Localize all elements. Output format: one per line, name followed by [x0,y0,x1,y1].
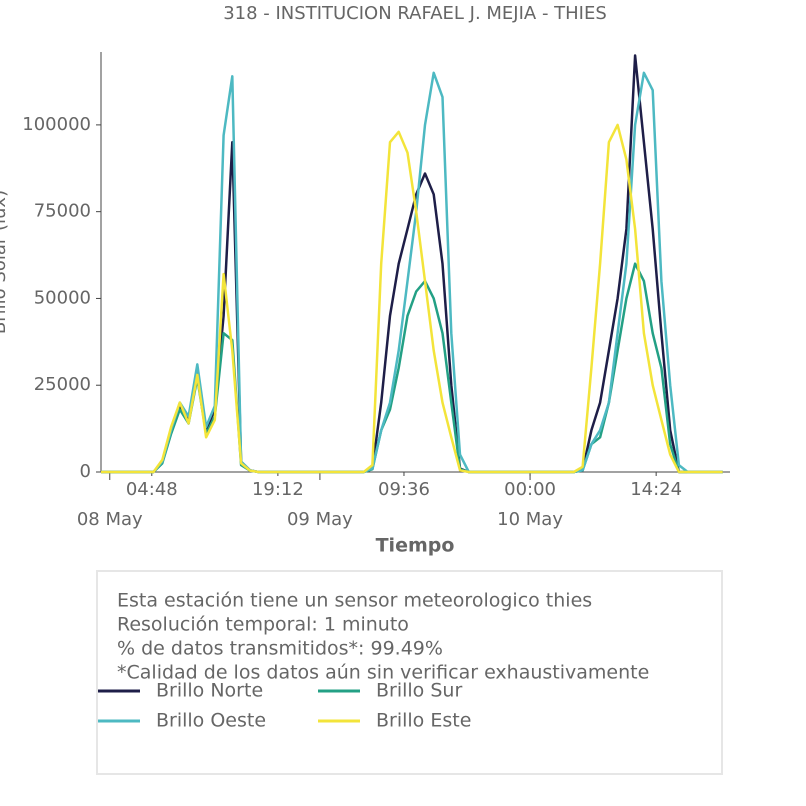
series-line [101,54,723,474]
y-tick-label: 100000 [22,114,91,135]
info-line: % de datos transmitidos*: 99.49% [117,638,443,660]
x-tick-label: 00:00 [504,479,556,500]
legend-label: Brillo Oeste [156,710,266,732]
series-line [101,71,723,474]
x-tick-label: 04:48 [126,479,178,500]
info-box [96,570,723,775]
y-tick-label: 75000 [34,201,91,222]
x-axis-label: Tiempo [376,535,455,557]
x-major-tick-label: 10 May [497,509,563,530]
legend-label: Brillo Este [376,710,471,732]
x-tick-label: 09:36 [378,479,430,500]
y-axis-label: Brillo Solar (lux) [0,190,10,334]
legend-label: Brillo Sur [376,680,462,702]
x-major-tick-label: 09 May [287,509,353,530]
x-major-tick-label: 08 May [77,509,143,530]
x-tick-label: 14:24 [630,479,682,500]
info-line: Esta estación tiene un sensor meteorolog… [117,590,592,612]
series-line [101,123,723,474]
legend-label: Brillo Norte [156,680,263,702]
y-tick-label: 25000 [34,374,91,395]
chart-title: 318 - INSTITUCION RAFAEL J. MEJIA - THIE… [223,3,607,24]
x-tick-label: 19:12 [252,479,304,500]
series-line [101,262,723,474]
info-line: *Calidad de los datos aún sin verificar … [117,662,649,684]
info-line: Resolución temporal: 1 minuto [117,614,409,636]
y-tick-label: 50000 [34,287,91,308]
y-tick-label: 0 [80,461,91,482]
